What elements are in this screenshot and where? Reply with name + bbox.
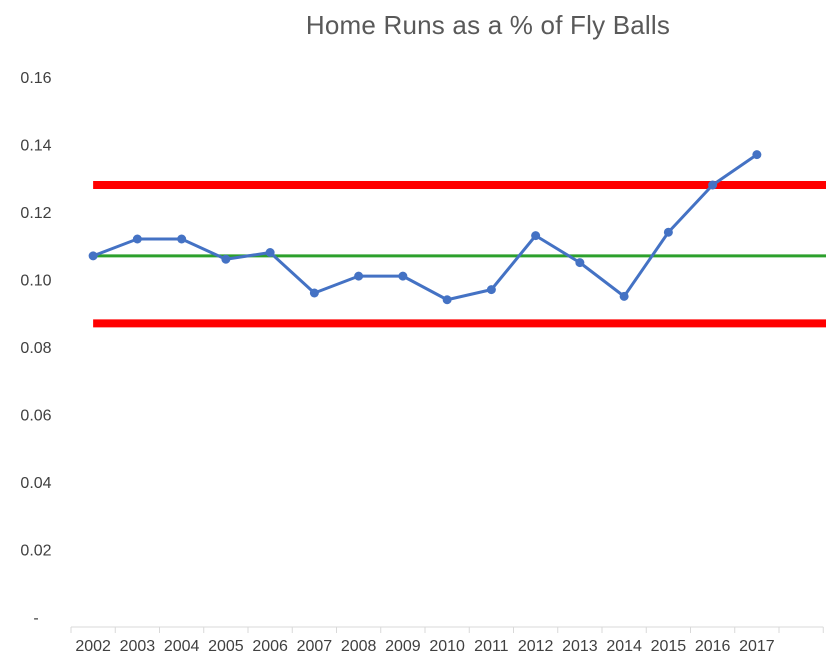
y-tick-label: - (33, 610, 38, 627)
x-tick-label: 2009 (385, 638, 421, 655)
series-line (92, 153, 758, 302)
data-point (398, 271, 408, 281)
x-tick-label: 2011 (474, 638, 509, 655)
x-tick-label: 2004 (164, 638, 200, 655)
x-tick-label: 2016 (695, 638, 731, 655)
data-point (221, 254, 231, 264)
data-point (752, 150, 762, 160)
data-point (619, 291, 629, 301)
y-tick-label: 0.16 (20, 70, 51, 87)
data-point (708, 180, 718, 190)
data-point (663, 227, 673, 237)
x-tick-label: 2006 (252, 638, 288, 655)
data-point (88, 251, 98, 261)
x-tick-label: 2015 (651, 638, 687, 655)
data-point (354, 271, 364, 281)
data-point (531, 231, 541, 241)
y-tick-label: 0.12 (20, 205, 51, 222)
data-point (265, 248, 275, 257)
y-tick-label: 0.06 (20, 408, 51, 425)
x-tick-label: 2013 (562, 638, 598, 655)
y-tick-label: 0.08 (20, 340, 51, 357)
x-tick-label: 2017 (739, 638, 775, 655)
data-point (309, 288, 319, 298)
x-tick-label: 2002 (75, 638, 111, 655)
data-point (132, 234, 142, 244)
chart-title: Home Runs as a % of Fly Balls (305, 10, 671, 40)
x-tick-label: 2014 (606, 638, 642, 655)
data-point (575, 258, 585, 268)
x-tick-label: 2012 (518, 638, 554, 655)
x-tick-label: 2010 (429, 638, 465, 655)
x-tick-label: 2005 (208, 638, 244, 655)
y-tick-label: 0.14 (20, 138, 51, 155)
y-tick-label: 0.02 (20, 543, 51, 560)
x-tick-label: 2007 (297, 638, 333, 655)
data-point (177, 234, 187, 244)
data-point (486, 285, 496, 295)
y-tick-label: 0.04 (20, 475, 51, 492)
x-tick-label: 2008 (341, 638, 377, 655)
data-point (442, 295, 452, 305)
y-tick-label: 0.10 (20, 273, 51, 290)
x-tick-label: 2003 (120, 638, 156, 655)
